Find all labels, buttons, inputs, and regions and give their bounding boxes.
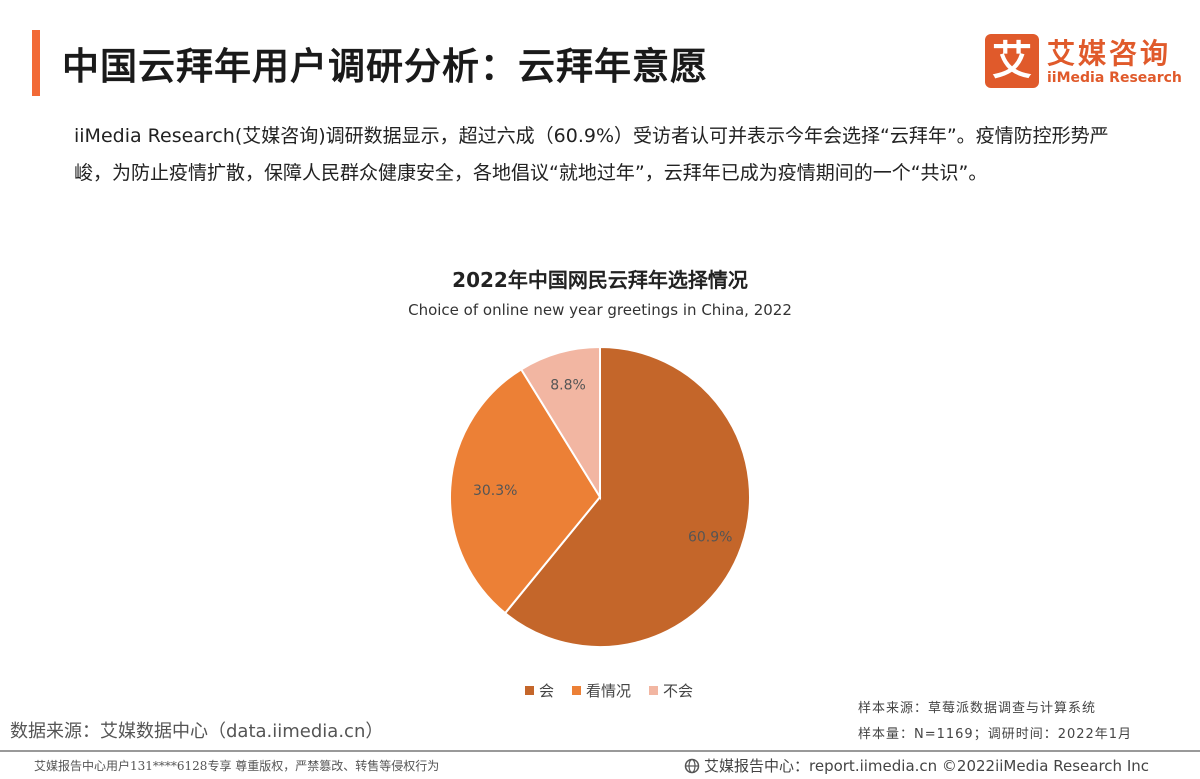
pie-label-2: 8.8% [550,377,586,393]
footer-copyright-notice: 艾媒报告中心用户131****6128专享 尊重版权，严禁篡改、转售等侵权行为 [34,759,440,773]
summary-text: iiMedia Research(艾媒咨询)调研数据显示，超过六成（60.9%）… [74,125,1109,184]
sample-info: 样本来源：草莓派数据调查与计算系统 样本量：N=1169；调研时间：2022年1… [858,696,1132,748]
chart-subtitle: Choice of online new year greetings in C… [408,301,792,319]
legend-item-0: 会 [525,680,554,701]
legend-label: 不会 [663,682,694,700]
pie-slice-0 [503,345,751,648]
logo-icon: 艾 [985,34,1039,88]
pie-chart: 60.9% 30.3% 8.8% [449,345,751,648]
legend-item-1: 看情况 [572,680,631,701]
sample-size: 样本量：N=1169；调研时间：2022年1月 [858,727,1133,742]
globe-icon [684,758,700,773]
legend-label: 看情况 [586,682,632,700]
logo-name-en: iiMedia Research [1047,70,1182,86]
pie-slice-1 [449,367,602,615]
data-source: 数据来源：艾媒数据中心（data.iimedia.cn） [10,721,384,742]
pie-slice-2 [519,345,601,501]
logo-name-cn: 艾媒咨询 [1047,37,1172,70]
legend-swatch [525,686,534,695]
iimedia-logo: 艾 艾媒咨询 iiMedia Research [985,32,1185,92]
pie-label-1: 30.3% [473,483,517,499]
footer-report-center: 艾媒报告中心：report.iimedia.cn ©2022iiMedia Re… [684,755,1149,776]
legend-swatch [649,686,659,695]
footer-divider [0,750,1200,752]
chart-legend: 会 看情况 不会 [525,680,693,701]
chart-title: 2022年中国网民云拜年选择情况 [452,268,748,292]
legend-swatch [572,686,582,695]
legend-item-2: 不会 [649,680,693,701]
legend-label: 会 [539,682,555,700]
page-title: 中国云拜年用户调研分析：云拜年意愿 [62,45,708,88]
sample-source: 样本来源：草莓派数据调查与计算系统 [858,701,1097,716]
footer-report-link[interactable]: 艾媒报告中心：report.iimedia.cn ©2022iiMedia Re… [704,757,1150,775]
pie-label-0: 60.9% [688,529,732,545]
title-accent-bar [32,30,40,96]
